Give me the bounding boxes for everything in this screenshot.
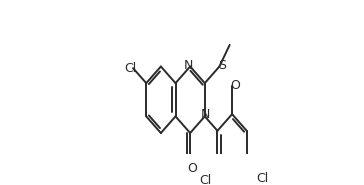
Text: Cl: Cl — [256, 172, 269, 185]
Text: Cl: Cl — [200, 174, 212, 185]
Text: O: O — [187, 162, 197, 175]
Text: N: N — [201, 108, 210, 121]
Text: O: O — [230, 79, 240, 92]
Text: N: N — [183, 59, 193, 72]
Text: S: S — [218, 59, 226, 72]
Text: Cl: Cl — [124, 62, 136, 75]
